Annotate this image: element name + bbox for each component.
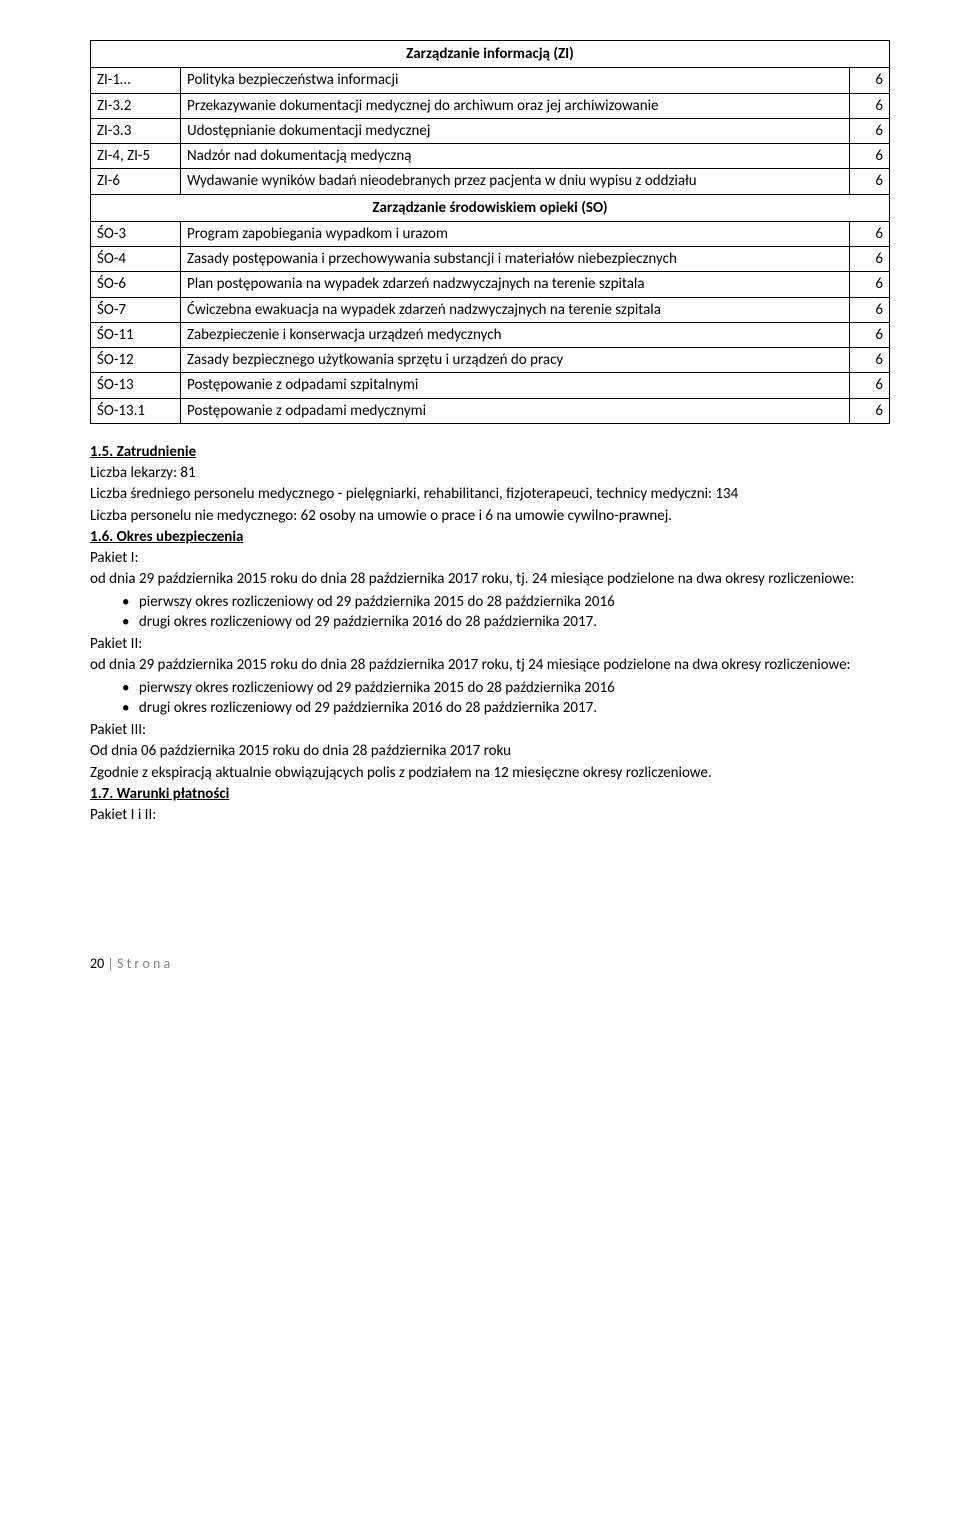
list-item: drugi okres rozliczeniowy od 29 paździer… <box>122 612 890 632</box>
row-code: ŚO-4 <box>91 247 181 272</box>
table-so-header-row: Zarządzanie środowiskiem opieki (SO) <box>91 194 890 221</box>
row-code: ŚO-13.1 <box>91 398 181 423</box>
table-row: ŚO-3 Program zapobiegania wypadkom i ura… <box>91 221 890 246</box>
table-row: ZI-6 Wydawanie wyników badań nieodebrany… <box>91 169 890 194</box>
table-zi-header: Zarządzanie informacją (ZI) <box>91 41 890 68</box>
list-item: pierwszy okres rozliczeniowy od 29 paźdz… <box>122 592 890 612</box>
row-val: 6 <box>850 398 890 423</box>
pakiet-label: Pakiet II: <box>90 634 890 654</box>
row-val: 6 <box>850 272 890 297</box>
bullet-list: pierwszy okres rozliczeniowy od 29 paźdz… <box>90 678 890 719</box>
row-code: ŚO-13 <box>91 373 181 398</box>
row-code: ŚO-11 <box>91 322 181 347</box>
row-desc: Plan postępowania na wypadek zdarzeń nad… <box>181 272 850 297</box>
row-desc: Program zapobiegania wypadkom i urazom <box>181 221 850 246</box>
row-desc: Udostępnianie dokumentacji medycznej <box>181 118 850 143</box>
list-item: drugi okres rozliczeniowy od 29 paździer… <box>122 698 890 718</box>
row-desc: Postępowanie z odpadami medycznymi <box>181 398 850 423</box>
row-code: ŚO-7 <box>91 297 181 322</box>
table-so-header: Zarządzanie środowiskiem opieki (SO) <box>91 194 890 221</box>
table-row: ŚO-12 Zasady bezpiecznego użytkowania sp… <box>91 348 890 373</box>
row-val: 6 <box>850 247 890 272</box>
text-line: Pakiet I i II: <box>90 805 890 825</box>
row-desc: Postępowanie z odpadami szpitalnymi <box>181 373 850 398</box>
row-val: 6 <box>850 322 890 347</box>
row-desc: Zabezpieczenie i konserwacja urządzeń me… <box>181 322 850 347</box>
table-zi: Zarządzanie informacją (ZI) ZI-1… Polity… <box>90 40 890 424</box>
page-number: 20 <box>90 955 104 972</box>
table-row: ZI-4, ZI-5 Nadzór nad dokumentacją medyc… <box>91 144 890 169</box>
row-val: 6 <box>850 169 890 194</box>
row-code: ŚO-6 <box>91 272 181 297</box>
row-desc: Ćwiczebna ewakuacja na wypadek zdarzeń n… <box>181 297 850 322</box>
row-code: ZI-3.3 <box>91 118 181 143</box>
pakiet-label: Pakiet III: <box>90 720 890 740</box>
row-val: 6 <box>850 68 890 93</box>
table-row: ŚO-6 Plan postępowania na wypadek zdarze… <box>91 272 890 297</box>
row-val: 6 <box>850 348 890 373</box>
table-row: ZI-3.3 Udostępnianie dokumentacji medycz… <box>91 118 890 143</box>
bullet-list: pierwszy okres rozliczeniowy od 29 paźdz… <box>90 592 890 633</box>
row-desc: Wydawanie wyników badań nieodebranych pr… <box>181 169 850 194</box>
heading-17: 1.7. Warunki płatności <box>90 784 890 804</box>
row-desc: Polityka bezpieczeństwa informacji <box>181 68 850 93</box>
row-code: ZI-6 <box>91 169 181 194</box>
table-row: ŚO-7 Ćwiczebna ewakuacja na wypadek zdar… <box>91 297 890 322</box>
footer-text: S t r o n a <box>117 955 170 972</box>
row-code: ZI-4, ZI-5 <box>91 144 181 169</box>
list-item: pierwszy okres rozliczeniowy od 29 paźdz… <box>122 678 890 698</box>
row-desc: Zasady postępowania i przechowywania sub… <box>181 247 850 272</box>
text-line: Liczba lekarzy: 81 <box>90 463 890 483</box>
row-val: 6 <box>850 297 890 322</box>
row-val: 6 <box>850 93 890 118</box>
table-row: ŚO-13.1 Postępowanie z odpadami medyczny… <box>91 398 890 423</box>
row-code: ZI-3.2 <box>91 93 181 118</box>
text-line: od dnia 29 października 2015 roku do dni… <box>90 655 890 675</box>
row-val: 6 <box>850 144 890 169</box>
table-row: ŚO-13 Postępowanie z odpadami szpitalnym… <box>91 373 890 398</box>
text-line: Od dnia 06 października 2015 roku do dni… <box>90 741 890 761</box>
row-code: ZI-1… <box>91 68 181 93</box>
row-val: 6 <box>850 118 890 143</box>
text-line: od dnia 29 października 2015 roku do dni… <box>90 569 890 589</box>
row-code: ŚO-3 <box>91 221 181 246</box>
table-row: ZI-3.2 Przekazywanie dokumentacji medycz… <box>91 93 890 118</box>
footer-sep: | <box>104 955 117 972</box>
row-code: ŚO-12 <box>91 348 181 373</box>
text-line: Zgodnie z ekspiracją aktualnie obwiązują… <box>90 763 890 783</box>
row-desc: Przekazywanie dokumentacji medycznej do … <box>181 93 850 118</box>
row-val: 6 <box>850 373 890 398</box>
table-row: ŚO-11 Zabezpieczenie i konserwacja urząd… <box>91 322 890 347</box>
heading-15: 1.5. Zatrudnienie <box>90 442 890 462</box>
text-line: Liczba średniego personelu medycznego - … <box>90 484 890 504</box>
pakiet-label: Pakiet I: <box>90 548 890 568</box>
page-footer: 20 | S t r o n a <box>90 955 890 974</box>
heading-16: 1.6. Okres ubezpieczenia <box>90 527 890 547</box>
row-val: 6 <box>850 221 890 246</box>
table-zi-header-row: Zarządzanie informacją (ZI) <box>91 41 890 68</box>
row-desc: Zasady bezpiecznego użytkowania sprzętu … <box>181 348 850 373</box>
table-row: ZI-1… Polityka bezpieczeństwa informacji… <box>91 68 890 93</box>
table-row: ŚO-4 Zasady postępowania i przechowywani… <box>91 247 890 272</box>
text-line: Liczba personelu nie medycznego: 62 osob… <box>90 506 890 526</box>
row-desc: Nadzór nad dokumentacją medyczną <box>181 144 850 169</box>
